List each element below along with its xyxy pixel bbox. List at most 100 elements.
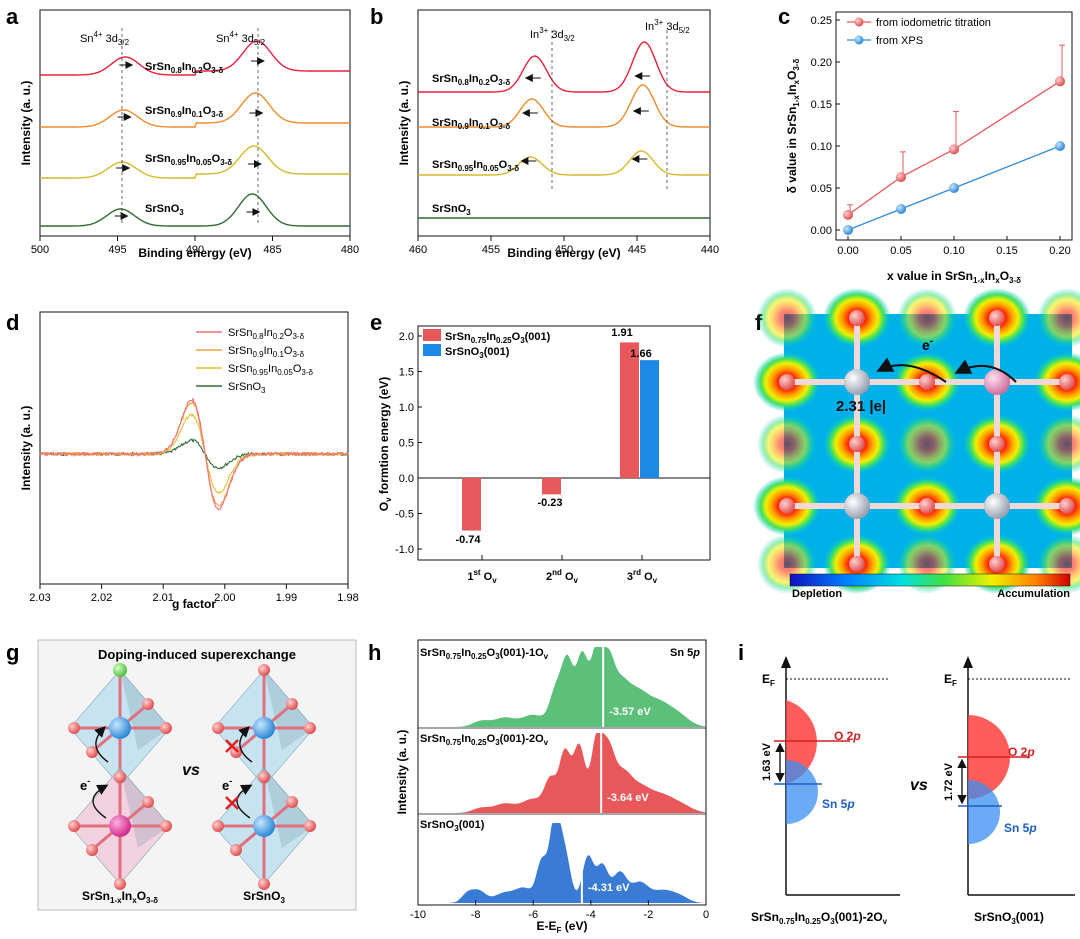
o-atom	[286, 698, 298, 710]
o-atom	[779, 498, 795, 514]
left-sn5p-label: Sn 5p	[822, 797, 855, 811]
panel-i-vs: vs	[910, 777, 928, 794]
left-caption: SrSn0.75In0.25O3(001)-2Ov	[751, 910, 888, 926]
left-axis-arrowhead	[781, 656, 791, 668]
o-atom	[304, 722, 316, 734]
data-point	[843, 209, 853, 220]
left-o2p-label: O 2p	[834, 729, 861, 743]
panel-g-label: g	[6, 640, 19, 665]
octahedron-shade	[264, 768, 314, 848]
panel-b-series-labels: SrSn0.8In0.2O3-δ SrSn0.9In0.1O3-δ SrSn0.95…	[432, 73, 519, 217]
tick-label: 0	[703, 909, 709, 921]
panel-c: c 0.000.050.100.150.200.250.00 0.05 0.10 0.…	[778, 4, 1073, 285]
dos-area	[446, 823, 706, 903]
panel-g-left-caption: SrSn1-xInxO3-δ	[82, 889, 158, 905]
tick-label: 0.10	[943, 245, 964, 257]
metal-atom	[984, 369, 1010, 395]
spectrum-line	[418, 41, 710, 93]
tick-label: 1.0	[399, 402, 414, 414]
tick-label: 490	[186, 244, 204, 256]
panel-h-row3-label: SrSnO3(001)	[420, 819, 485, 833]
panel-h-axes-frame	[417, 639, 707, 906]
o-atom	[304, 820, 316, 832]
right-caption: SrSnO3(001)	[974, 910, 1044, 926]
bar	[620, 342, 639, 478]
spectrum-line	[40, 193, 350, 227]
charge-lobe	[1037, 288, 1080, 348]
series-label: SrSn0.95In0.05O3-δ	[145, 153, 232, 167]
octahedra-doped: e-	[68, 663, 172, 890]
panel-e-legend-doped: SrSn0.75In0.25O3(001)	[445, 331, 551, 345]
o-atom	[258, 664, 270, 676]
colorbar-accumulation-label: Accumulation	[997, 588, 1070, 600]
o-atom	[989, 556, 1005, 572]
blocked-cross	[225, 796, 239, 810]
tick-label: 0.0	[399, 473, 414, 485]
tick-label: 0.05	[890, 245, 911, 257]
charge-lobe	[1037, 414, 1080, 474]
o-atom	[212, 722, 224, 734]
right-ef-label: EF	[944, 672, 957, 688]
dos-area	[446, 733, 706, 813]
tick-label: 2.01	[152, 592, 173, 604]
right-sn5p-label: Sn 5p	[1004, 821, 1037, 835]
band-center-label: -3.64 eV	[607, 792, 649, 804]
tick-label: 1.5	[399, 367, 414, 379]
o-atom	[114, 878, 126, 890]
panel-c-ylabel: δ value in SrSn1-xInxO3-δ	[785, 59, 801, 194]
tick-label: 0.15	[996, 245, 1017, 257]
bar	[542, 478, 561, 495]
tick-label: 0.15	[811, 99, 832, 111]
metal-atom	[109, 717, 131, 739]
o-atom	[68, 820, 80, 832]
o-atom	[142, 796, 154, 808]
panel-h-row2-label: SrSn0.75In0.25O3(001)-2Ov	[420, 733, 549, 747]
o-atom	[919, 374, 935, 390]
panel-b-peak2-label: In3+ 3d5/2	[645, 18, 690, 35]
bar-value-label: 1.91	[611, 327, 632, 339]
tick-label: 2.03	[29, 592, 50, 604]
bar-value-label: -0.23	[537, 497, 562, 509]
panel-c-legend-titration: from iodometric titration	[876, 17, 991, 29]
lattice-atoms	[779, 310, 1075, 572]
panel-g: g Doping-induced superexchange e- e- vs …	[6, 639, 357, 911]
octahedron-shade	[264, 670, 314, 750]
panel-e-ylabel: Ov formtion energy (eV)	[377, 377, 393, 511]
band-center-label: -3.57 eV	[609, 706, 651, 718]
series-label: SrSn0.8In0.2O3-δ	[432, 73, 510, 87]
panel-g-vs: vs	[182, 762, 200, 779]
panel-c-legend: from iodometric titration from XPS	[847, 17, 991, 47]
panel-e-legend: SrSn0.75In0.25O3(001) SrSnO3(001)	[423, 329, 551, 360]
tick-label: 0.00	[811, 225, 832, 237]
panel-a-peak2-label: Sn4+ 3d5/2	[216, 30, 266, 47]
panel-i: i EF 1.63 eV O 2p Sn 5p SrSn0.75In0.25O3…	[738, 640, 1075, 926]
panel-g-frame	[37, 639, 357, 911]
panel-b: b 460 455 450 445 440 SrSn0.8In0.2O3-δSrSn0.…	[370, 4, 719, 260]
data-point	[896, 172, 906, 183]
o-atom	[989, 436, 1005, 452]
o-atom	[86, 844, 98, 856]
octahedron-shade	[120, 670, 170, 750]
colorbar	[789, 573, 1071, 587]
tick-label: 445	[628, 244, 646, 256]
o-atom	[1059, 498, 1075, 514]
spectrum-line	[418, 84, 710, 128]
panel-h-x-ticks: -10 -8 -6 -4 -2 0	[410, 900, 709, 921]
metal-atom	[109, 815, 131, 837]
data-point	[843, 225, 853, 235]
series-label: SrSn0.95In0.05O3-δ	[432, 159, 519, 173]
o-atom	[142, 698, 154, 710]
tick-label: 0.25	[811, 15, 832, 27]
blocked-cross	[225, 739, 239, 753]
o-atom	[230, 746, 242, 758]
tick-label: 0.20	[811, 57, 832, 69]
panel-c-label: c	[778, 4, 790, 29]
panel-h: h -3.57 eV-3.64 eV-4.31 eV -10 -8 -6 -4 -2 0 …	[368, 639, 709, 935]
tick-label: -0.5	[395, 509, 414, 521]
o-atom	[989, 310, 1005, 326]
o-atom	[919, 498, 935, 514]
colorbar-depletion-label: Depletion	[792, 588, 842, 600]
bar-value-label: -0.74	[455, 534, 481, 546]
tick-label: -6	[528, 909, 538, 921]
